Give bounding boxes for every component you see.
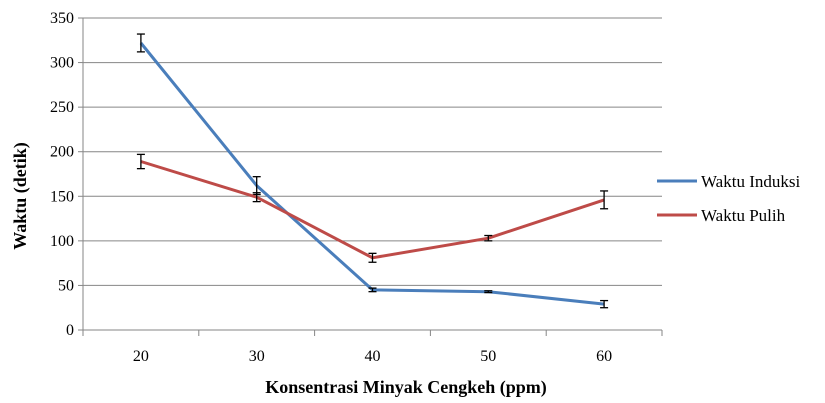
series-line <box>140 160 605 260</box>
x-tick-label: 40 <box>365 348 381 365</box>
y-tick-label: 250 <box>50 99 74 116</box>
y-tick-label: 200 <box>50 144 74 161</box>
axes <box>78 17 663 336</box>
x-tick-label: 50 <box>480 348 496 365</box>
y-tick-label: 100 <box>50 233 74 250</box>
y-tick-label: 300 <box>50 55 74 72</box>
series-area <box>136 33 609 309</box>
x-tick-label: 30 <box>249 348 265 365</box>
legend-label: Waktu Pulih <box>701 206 786 225</box>
y-axis-title: Waktu (detik) <box>10 142 31 250</box>
x-axis-title: Konsentrasi Minyak Cengkeh (ppm) <box>265 377 547 398</box>
legend: Waktu Induksi Waktu Pulih <box>657 172 800 225</box>
y-tick-label: 50 <box>58 277 74 294</box>
series-2 <box>136 153 609 263</box>
legend-label: Waktu Induksi <box>701 172 800 191</box>
y-tick-label: 0 <box>66 322 74 339</box>
gridlines <box>83 17 662 286</box>
y-tick-label: 350 <box>50 10 74 27</box>
y-tick-label: 150 <box>50 188 74 205</box>
series-line <box>139 42 605 306</box>
tick-labels: 0 50 100 150 200 250 300 350 20 30 40 50 60 <box>50 10 612 365</box>
x-tick-label: 20 <box>133 348 149 365</box>
series-1 <box>136 33 609 309</box>
x-tick-label: 60 <box>596 348 612 365</box>
